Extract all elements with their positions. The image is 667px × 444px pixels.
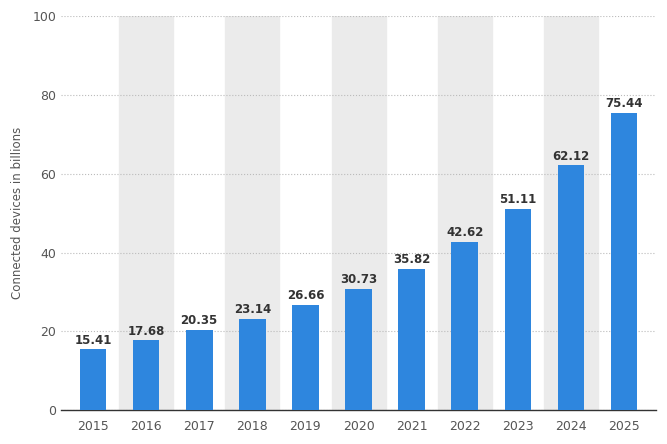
Bar: [452, 242, 478, 410]
Bar: [438, 16, 492, 410]
Text: 17.68: 17.68: [127, 325, 165, 338]
Bar: [558, 165, 584, 410]
Bar: [133, 341, 159, 410]
Text: 26.66: 26.66: [287, 289, 324, 302]
Bar: [239, 319, 265, 410]
Bar: [292, 305, 319, 410]
Y-axis label: Connected devices in billions: Connected devices in billions: [11, 127, 24, 299]
Text: 51.11: 51.11: [499, 193, 536, 206]
Bar: [544, 16, 598, 410]
Bar: [504, 209, 531, 410]
Text: 42.62: 42.62: [446, 226, 484, 239]
Text: 62.12: 62.12: [552, 150, 590, 163]
Bar: [80, 349, 106, 410]
Bar: [331, 16, 386, 410]
Text: 75.44: 75.44: [605, 97, 643, 110]
Bar: [186, 330, 213, 410]
Text: 15.41: 15.41: [74, 334, 112, 347]
Bar: [119, 16, 173, 410]
Bar: [225, 16, 279, 410]
Bar: [346, 289, 372, 410]
Bar: [611, 113, 637, 410]
Text: 30.73: 30.73: [340, 274, 377, 286]
Text: 35.82: 35.82: [393, 253, 430, 266]
Bar: [398, 269, 425, 410]
Text: 20.35: 20.35: [181, 314, 218, 327]
Text: 23.14: 23.14: [233, 303, 271, 316]
